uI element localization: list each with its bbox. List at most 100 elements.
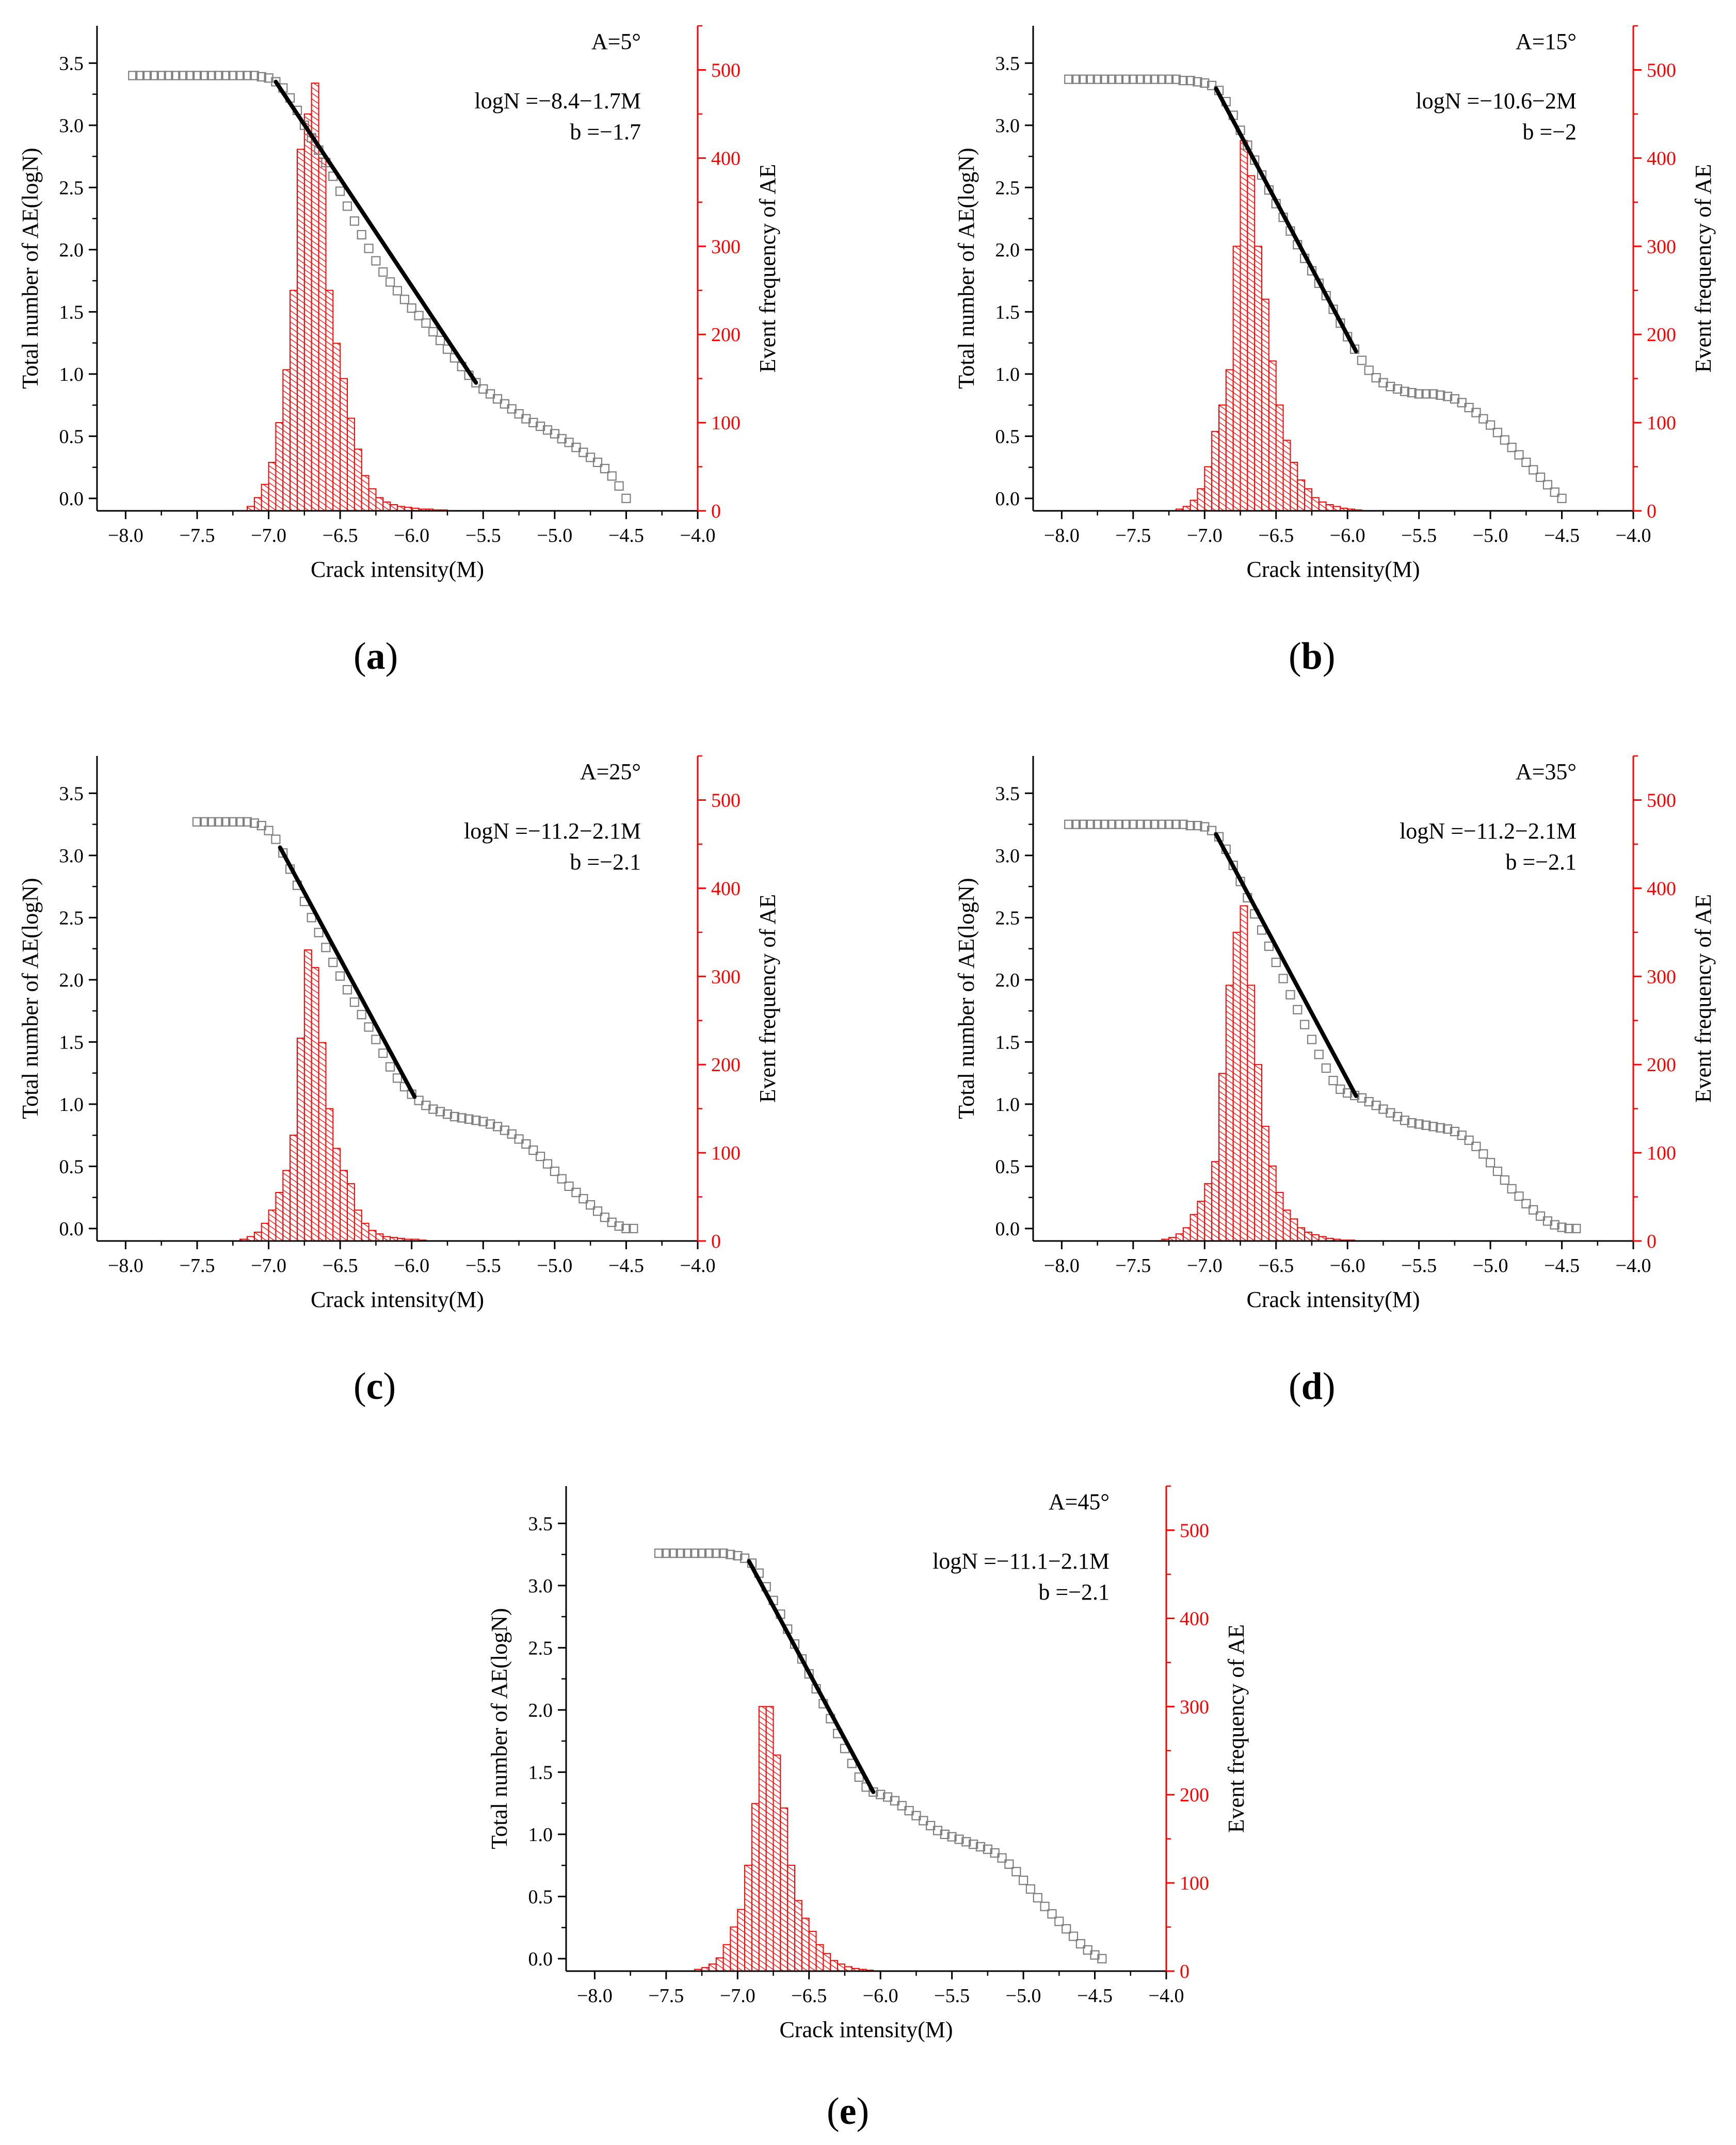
chart-d-point [1121, 819, 1131, 829]
chart-e-point [1047, 1909, 1057, 1919]
chart-e-fit-line [747, 1559, 876, 1794]
chart-e-ytick-left-label: 3.5 [528, 1513, 553, 1535]
chart-e-ytick-left-label: 0.5 [528, 1886, 553, 1908]
chart-e-point [954, 1834, 964, 1844]
chart-c-xtick-label: −5.5 [465, 1255, 501, 1277]
chart-b-point [1364, 365, 1374, 375]
chart-e-point [697, 1549, 707, 1558]
chart-e-ytick-right-label: 300 [1180, 1696, 1209, 1718]
caption-d: (d) [1289, 1365, 1336, 1408]
chart-b-ytick-left-label: 1.5 [995, 301, 1020, 323]
chart-d-point [1414, 1119, 1424, 1129]
chart-e-ytick-left-label: 2.0 [528, 1700, 553, 1721]
chart-a-point [135, 71, 145, 80]
chart-c-histogram [239, 949, 427, 1242]
chart-d-point [1464, 1135, 1474, 1145]
chart-a-bar [275, 422, 284, 511]
chart-e-point [740, 1553, 750, 1563]
chart-a-point [500, 399, 510, 409]
chart-a-ytick-left-label: 2.5 [59, 177, 84, 199]
chart-d-ytick-left-label: 2.5 [995, 907, 1020, 929]
chart-c-point [514, 1134, 524, 1144]
chart-b-point [1557, 493, 1567, 504]
chart-e-point [961, 1837, 971, 1847]
chart-c-point [364, 1022, 374, 1032]
chart-c-xtick-label: −6.0 [394, 1255, 429, 1277]
chart-b-point [1486, 420, 1496, 430]
chart-d-point [1471, 1141, 1481, 1151]
caption-c: (c) [353, 1365, 396, 1408]
chart-d-ytick-left-label: 3.5 [995, 783, 1020, 804]
chart-b-point [1400, 386, 1410, 396]
chart-c-point [471, 1116, 481, 1125]
chart-a-xtick-label: −7.5 [180, 525, 215, 546]
chart-a-point [242, 71, 252, 80]
chart-d-ytick-right-label: 400 [1647, 878, 1676, 899]
chart-d-point [1293, 1005, 1303, 1014]
chart-c-point [414, 1095, 424, 1105]
chart-b-point [1128, 74, 1138, 84]
chart-b-xtick-label: −4.0 [1616, 525, 1651, 546]
chart-a-ytick-left-label: 0.0 [59, 488, 84, 510]
chart-b-b-value: b =−2 [1522, 119, 1577, 144]
chart-e-point [683, 1549, 693, 1558]
chart-c-point [457, 1113, 467, 1123]
chart-a-xtick-label: −7.0 [251, 525, 286, 546]
chart-c-xtick-label: −4.5 [608, 1255, 644, 1277]
chart-d-point [1278, 974, 1288, 983]
chart-e-equation: logN =−11.1−2.1M [933, 1549, 1110, 1574]
chart-e-bar [722, 1944, 731, 1972]
chart-d-point [1100, 819, 1110, 829]
chart-b-ytick-right-label: 200 [1647, 324, 1676, 346]
chart-a-ytick-right-label: 400 [711, 148, 741, 169]
chart-e-point [1004, 1859, 1014, 1869]
chart-d-xtick-label: −5.5 [1401, 1255, 1437, 1277]
chart-e-bar [794, 1900, 802, 1972]
chart-d-xtick-label: −4.0 [1616, 1255, 1651, 1277]
chart-d-bar [1247, 985, 1256, 1242]
chart-c-bar [368, 1230, 377, 1241]
chart-a-point [571, 442, 581, 453]
chart-e: −8.0 −7.5 −7.0 −6.5 −6.0 −5.5 −5.0 −4.5 −4.0 0.0 0… [487, 1485, 1249, 2042]
chart-a-point [485, 389, 495, 399]
chart-a: −8.0 −7.5 −7.0 −6.5 −6.0 −5.5 −5.0 −4.5 −4.0 0.0 0… [18, 25, 780, 582]
chart-d-point [1193, 820, 1202, 831]
chart-c-scatter [192, 817, 638, 1233]
chart-a-equation: logN =−8.4−1.7M [474, 88, 641, 114]
chart-d-point [1078, 819, 1088, 829]
chart-a-point [214, 71, 223, 80]
chart-d-ytick-left-label: 1.5 [995, 1031, 1020, 1053]
chart-a-bar [297, 149, 305, 511]
chart-a-ytick-right-label: 0 [711, 501, 721, 522]
chart-a-point [507, 404, 517, 414]
chart-e-point [890, 1796, 900, 1805]
chart-e-point [997, 1853, 1007, 1863]
chart-e-bar [744, 1864, 752, 1972]
chart-a-xtick-label: −5.5 [465, 525, 501, 546]
chart-d-bar [1225, 985, 1234, 1242]
chart-a-ylabel-left: Total number of AE(logN) [18, 148, 43, 389]
chart-a-point [478, 384, 488, 394]
chart-e-xtick-label: −6.5 [791, 1985, 827, 2007]
chart-e-bar [715, 1957, 724, 1972]
chart-b-bar [1197, 488, 1205, 511]
chart-c-xtick-label: −7.5 [180, 1255, 215, 1277]
chart-c-bar [375, 1233, 384, 1242]
chart-b-xtick-label: −7.0 [1187, 525, 1223, 546]
chart-c-point [578, 1194, 588, 1204]
chart-e-bar [837, 1963, 845, 1972]
chart-e-ytick-right-label: 200 [1180, 1784, 1209, 1806]
chart-e-point [876, 1789, 886, 1799]
chart-e-point [718, 1549, 728, 1558]
chart-b-bar [1240, 140, 1248, 511]
chart-a-bar [253, 497, 262, 512]
chart-e-bar [765, 1706, 774, 1972]
chart-d-xtick-label: −8.0 [1044, 1255, 1080, 1277]
chart-e-bar [830, 1960, 839, 1972]
chart-a-xtick-label: −4.5 [608, 525, 644, 546]
caption-d-letter: d [1301, 1365, 1323, 1408]
chart-a-point [128, 71, 138, 80]
chart-e-point [990, 1848, 1000, 1858]
chart-d-point [1421, 1120, 1431, 1130]
chart-c-point [328, 957, 338, 967]
